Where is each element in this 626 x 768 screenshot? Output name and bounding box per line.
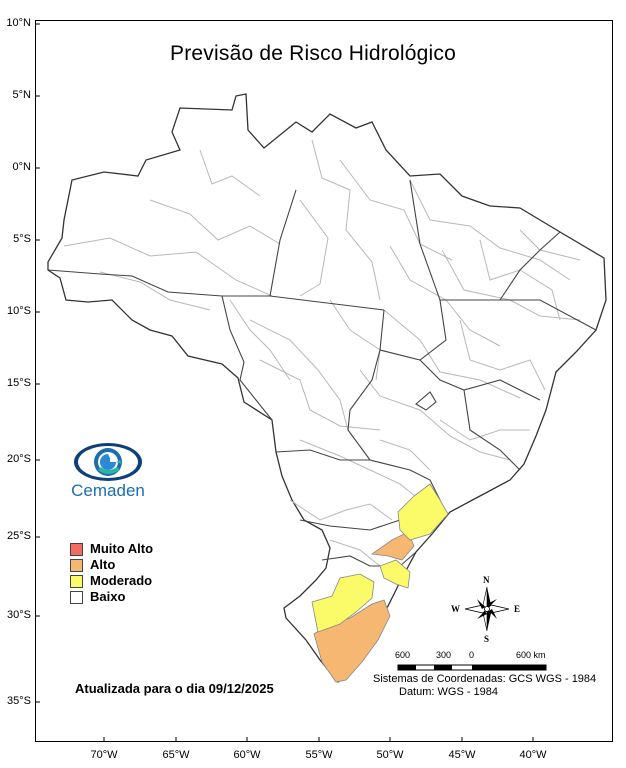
legend-label: Baixo — [90, 589, 126, 604]
lat-label: 30°S — [7, 609, 31, 621]
lon-label: 40°W — [519, 749, 547, 761]
datum-text: Datum: WGS - 1984 — [399, 686, 499, 698]
updated-date-text: Atualizada para o dia 09/12/2025 — [75, 681, 274, 696]
lon-label: 50°W — [376, 749, 404, 761]
cemaden-logo-text: Cemaden — [71, 481, 145, 500]
legend-label: Alto — [90, 557, 116, 572]
state-boundaries — [47, 179, 597, 567]
compass-west: W — [451, 604, 460, 614]
axis-ticks — [35, 23, 534, 742]
lat-label: 0°N — [12, 161, 31, 173]
basin-boundaries — [63, 139, 581, 567]
map-frame — [35, 20, 613, 742]
lat-label: 25°S — [7, 530, 31, 542]
lat-label: 15°S — [7, 377, 31, 389]
scale-label: 0 — [469, 650, 475, 660]
scale-label: 300 — [436, 650, 452, 660]
lat-label: 5°N — [12, 89, 31, 101]
scale-label: 600 — [395, 650, 411, 660]
moderado-risk-areas — [311, 483, 449, 633]
scale-label: 600 km — [516, 650, 546, 660]
lon-label: 45°W — [448, 749, 476, 761]
cemaden-logo-icon — [74, 443, 142, 481]
brazil-outline — [47, 93, 607, 683]
lat-label: 20°S — [7, 453, 31, 465]
lon-label: 65°W — [162, 749, 190, 761]
lon-label: 55°W — [305, 749, 333, 761]
compass-north: N — [483, 575, 490, 585]
legend-label: Moderado — [90, 573, 153, 588]
coordinate-system-text: Sistemas de Coordenadas: GCS WGS - 1984 — [373, 673, 597, 685]
legend-swatch — [70, 575, 83, 588]
scale-bar — [397, 664, 547, 671]
lon-label: 60°W — [233, 749, 261, 761]
lat-label: 10°N — [6, 17, 31, 29]
lat-label: 5°S — [13, 233, 31, 245]
legend-swatch — [70, 543, 83, 556]
map-title: Previsão de Risco Hidrológico — [170, 42, 456, 65]
compass-south: S — [484, 634, 490, 644]
compass-rose-icon — [464, 586, 510, 632]
legend-swatch — [70, 591, 83, 604]
legend-swatch — [70, 559, 83, 572]
lat-label: 35°S — [7, 695, 31, 707]
legend-label: Muito Alto — [90, 541, 154, 556]
compass-east: E — [514, 604, 521, 614]
lat-label: 10°S — [7, 305, 31, 317]
lon-label: 70°W — [90, 749, 118, 761]
